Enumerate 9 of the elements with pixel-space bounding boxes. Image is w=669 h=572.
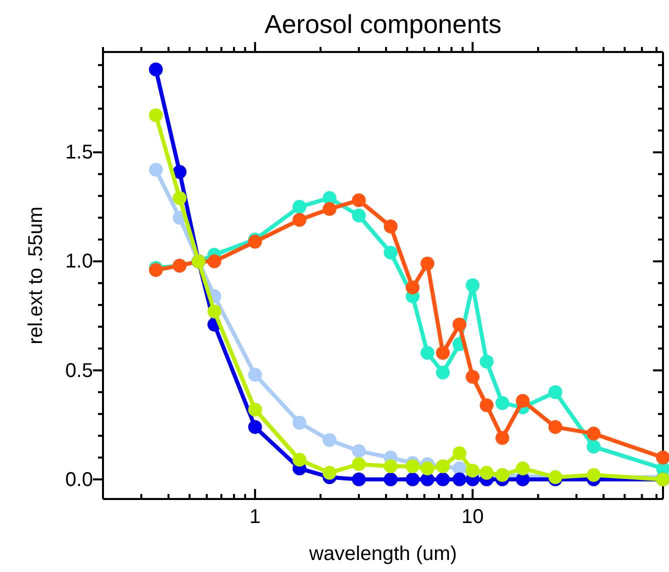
y-axis-title: rel.ext to .55um xyxy=(25,206,47,344)
y-tick-label: 0.5 xyxy=(65,360,93,382)
x-axis-title: wavelength (um) xyxy=(308,543,457,565)
x-tick-label: 10 xyxy=(462,506,484,528)
y-tick-label: 1.5 xyxy=(65,142,93,164)
y-tick-label: 0.0 xyxy=(65,468,93,491)
x-tick-label: 1 xyxy=(250,506,261,528)
y-tick-label: 1.0 xyxy=(65,250,93,273)
chart-title: Aerosol components xyxy=(264,9,502,39)
